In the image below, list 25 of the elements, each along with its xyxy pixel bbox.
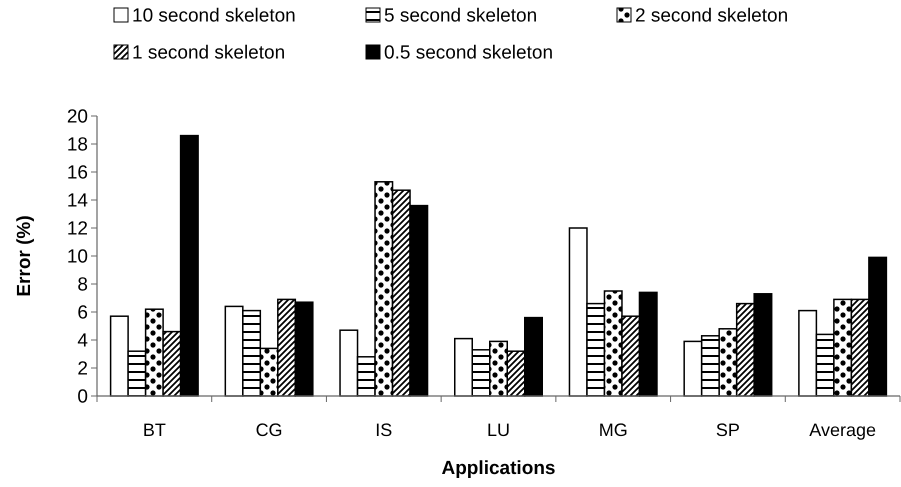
legend-label: 10 second skeleton xyxy=(132,6,296,27)
x-tick-label: Average xyxy=(809,420,876,440)
x-tick-label: LU xyxy=(486,420,510,440)
x-tick-label: MG xyxy=(598,420,628,440)
y-tick-label: 4 xyxy=(77,330,88,352)
y-tick-label: 14 xyxy=(66,190,88,212)
y-tick-label: 8 xyxy=(77,274,88,296)
legend-label: 0.5 second skeleton xyxy=(384,42,554,64)
y-tick-label: 20 xyxy=(66,106,88,128)
legend-label: 2 second skeleton xyxy=(635,6,788,27)
y-tick-label: 10 xyxy=(66,246,88,268)
x-tick-label: CG xyxy=(256,420,283,440)
x-tick-label: IS xyxy=(375,420,392,440)
legend-label: 1 second skeleton xyxy=(132,42,286,64)
y-tick-label: 16 xyxy=(66,162,88,184)
y-tick-label: 2 xyxy=(77,358,88,380)
x-tick-label: BT xyxy=(142,420,166,440)
x-tick-label: SP xyxy=(716,420,740,440)
x-axis-title: Applications xyxy=(441,458,556,479)
y-tick-label: 12 xyxy=(66,218,88,240)
y-tick-label: 18 xyxy=(66,134,88,156)
y-axis-title: Error (%) xyxy=(14,215,35,297)
y-tick-label: 6 xyxy=(77,302,88,324)
legend-label: 5 second skeleton xyxy=(384,6,538,27)
y-tick-label: 0 xyxy=(77,386,88,408)
